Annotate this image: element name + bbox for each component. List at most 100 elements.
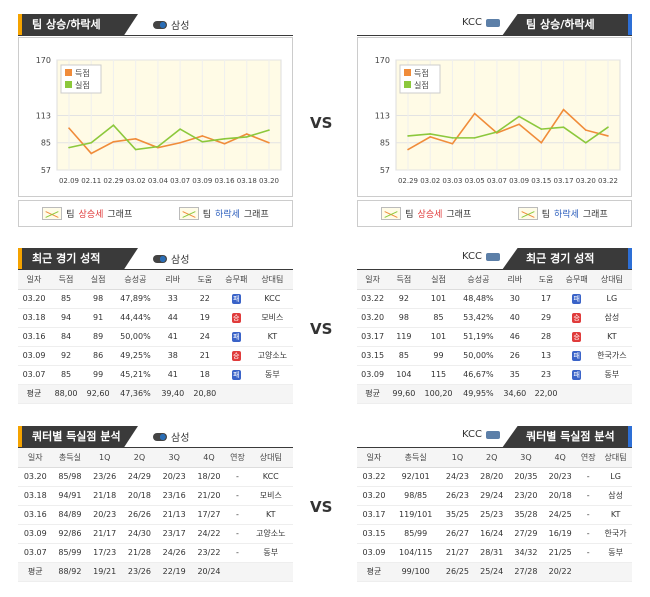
column-header: 상대팀 [251,270,293,290]
table-cell: 21/25 [543,543,578,563]
table-cell: 18/20 [191,467,227,487]
column-header: 상대팀 [248,448,293,468]
data-point [179,141,181,144]
column-header: 3Q [508,448,544,468]
home-recent-table: 일자 득점 실점 승성공 리바 도움 승무패 상대팀 03.20 85 98 47,89% 33 22 패 K… [18,270,293,404]
column-header: 2Q [474,448,509,468]
table-cell: 49,25% [114,346,157,366]
table-cell: 92/86 [52,524,88,544]
table-cell: 24/22 [191,524,227,544]
result-badge: 패 [231,293,241,304]
legend-swatch [65,69,72,76]
down-trend-legend: 팀 하락세 그래프 [517,207,608,220]
data-point [90,152,93,155]
data-point [496,131,498,133]
x-tick-label: 02.09 [59,177,79,185]
table-cell: 03.20 [18,289,51,309]
x-tick-label: 03.17 [554,177,574,185]
data-point [584,141,587,144]
away-team-tag: KCC [462,429,500,440]
legend-label: 득점 [414,68,429,78]
home-recent-panel: 최근 경기 성적 삼성 [18,248,293,270]
down-trend-icon [517,207,538,220]
x-tick-label: 03.07 [170,177,190,185]
series-line-score [68,127,270,155]
away-quarter-table: 일자 총득실 1Q 2Q 3Q 4Q 연장 상대팀 03.22 92/101 24/23 28/20 2… [357,448,632,582]
y-tick-label: 57 [380,166,390,175]
table-row: 03.07 85/99 17/23 21/28 24/26 23/22- 동부 [18,543,293,563]
table-cell: 모비스 [248,486,293,506]
table-cell: 22 [188,289,221,309]
table-cell: 46 [499,327,531,347]
column-header: 1Q [87,448,123,468]
table-cell: 21/27 [440,543,475,563]
data-point [540,128,543,130]
table-cell: - [577,486,600,506]
result-cell: 패 [561,289,592,309]
table-cell: 20/22 [543,562,578,582]
table-cell: 91 [82,308,115,328]
table-cell: 85/99 [391,524,441,544]
table-cell: - [226,486,249,506]
result-cell: 승 [220,346,252,366]
column-header: 일자 [357,270,389,290]
table-cell: 88,00 [50,384,83,404]
y-tick-label: 170 [375,56,390,65]
table-cell: 03.07 [18,543,53,563]
away-trend-chart: 57 85 113 170 02.29 03.02 03.03 03.05 03.07 03.09… [357,37,632,197]
average-row: 평균 88,00 92,60 47,36% 39,40 20,80 [18,384,293,404]
data-point [562,108,565,111]
column-header: 승무패 [561,270,592,290]
home-trend-legend: 팀 상승세 그래프 팀 하락세 그래프 [18,200,293,227]
table-row: 03.09 92/86 21/17 24/30 23/17 24/22- 고양소노 [18,524,293,544]
table-cell: 35/25 [440,505,475,525]
data-point [223,138,226,140]
table-cell: 03.22 [357,467,391,487]
home-trend-panel: 팀 상승/하락세 삼성 [18,14,293,36]
series-line-allowed [68,124,270,151]
table-cell: KT [591,327,632,347]
home-trend-chart: 57 85 113 170 02.09 02.11 02.29 03.02 03.04 03.07… [18,37,293,197]
x-tick-label: 02.29 [398,177,418,185]
away-quarter-title: 쿼터별 득실점 분석 [502,426,632,448]
home-quarter-table: 일자 총득실 1Q 2Q 3Q 4Q 연장 상대팀 03.20 85/98 23/26 24/29 20… [18,448,293,582]
result-cell: 패 [220,289,252,309]
table-cell: 26/27 [440,524,475,544]
home-quarter-panel: 쿼터별 득실점 분석 삼성 [18,426,293,448]
table-cell [577,562,600,582]
column-header: 총득실 [391,448,441,468]
column-header: 승성공 [457,270,500,290]
table-cell: 24/25 [543,505,578,525]
table-cell: 104 [388,365,420,385]
data-point [473,112,476,115]
y-tick-label: 85 [380,139,390,148]
table-cell: 21/17 [87,524,123,544]
table-cell: 동부 [251,365,293,385]
down-trend-legend: 팀 하락세 그래프 [178,207,269,220]
table-cell: 17 [530,289,562,309]
table-row: 03.18 94/91 21/18 20/18 23/16 21/20- 모비스 [18,486,293,506]
table-cell: 119/101 [391,505,441,525]
data-point [68,146,70,149]
table-cell: 03.18 [18,486,53,506]
samsung-logo-icon [153,20,167,29]
table-cell [599,562,632,582]
away-trend-title: 팀 상승/하락세 [502,14,632,36]
up-trend-icon [381,207,402,220]
x-tick-label: 03.05 [465,177,485,185]
away-recent-title: 최근 경기 성적 [502,248,632,270]
data-point [451,142,454,145]
result-cell: 패 [561,346,592,366]
column-header: 리바 [499,270,531,290]
table-cell: 92,60 [82,384,115,404]
table-cell: - [226,505,249,525]
table-cell: 45,21% [114,365,157,385]
table-cell: 85 [419,308,458,328]
table-cell: 41 [156,365,189,385]
data-point [245,133,248,135]
x-tick-label: 03.04 [148,177,169,185]
table-cell: 28/31 [474,543,509,563]
data-point [607,126,609,128]
table-cell: 03.07 [18,365,51,385]
table-cell: 99 [82,365,115,385]
